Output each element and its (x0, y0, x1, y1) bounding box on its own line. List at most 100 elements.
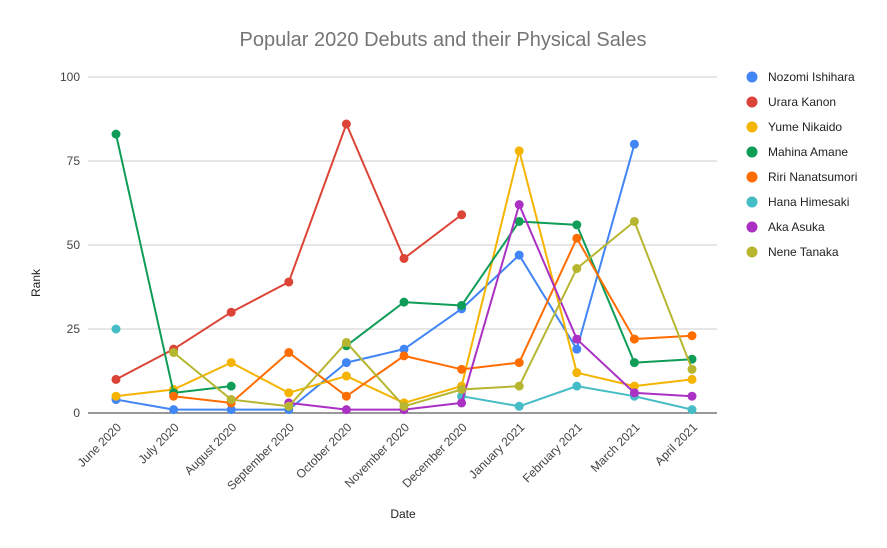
y-tick-label: 100 (60, 70, 80, 84)
data-point (457, 398, 467, 408)
data-point (629, 381, 639, 391)
data-point (514, 250, 524, 260)
data-point (226, 358, 236, 368)
data-point (514, 381, 524, 391)
data-point (687, 364, 697, 374)
legend-label: Urara Kanon (768, 95, 836, 109)
data-point (572, 233, 582, 243)
data-point (341, 371, 351, 381)
legend-label: Mahina Amane (768, 145, 848, 159)
data-point (341, 358, 351, 368)
data-point (399, 351, 409, 361)
y-tick-label: 75 (67, 154, 81, 168)
data-point (687, 405, 697, 415)
data-point (226, 405, 236, 415)
y-axis-ticks: 0 25 50 75 100 (60, 70, 80, 420)
data-point (629, 358, 639, 368)
series-nene-tanaka (169, 216, 697, 411)
data-point (284, 401, 294, 411)
data-point (457, 210, 467, 220)
y-tick-label: 0 (73, 406, 80, 420)
legend-marker (746, 171, 758, 183)
data-point (399, 253, 409, 263)
series-group (111, 119, 697, 415)
y-tick-label: 50 (67, 238, 81, 252)
gridlines (88, 76, 717, 414)
data-point (169, 391, 179, 401)
data-point (284, 348, 294, 358)
series-line (288, 203, 693, 411)
x-tick-label: February 2021 (520, 420, 585, 485)
legend: Nozomi Ishihara Urara Kanon Yume Nikaido Ma… (746, 70, 857, 259)
x-tick-label: April 2021 (652, 420, 700, 468)
data-point (514, 216, 524, 226)
legend-label: Yume Nikaido (768, 120, 842, 134)
data-point (687, 391, 697, 401)
data-point (514, 358, 524, 368)
x-tick-label: August 2020 (182, 420, 240, 478)
data-point (572, 344, 582, 354)
data-point (629, 216, 639, 226)
data-point (687, 374, 697, 384)
data-point (284, 277, 294, 287)
x-tick-label: January 2021 (466, 420, 528, 482)
data-point (687, 331, 697, 341)
x-axis-label: Date (390, 507, 416, 521)
series-line (173, 237, 693, 404)
data-point (111, 324, 121, 334)
legend-marker (746, 121, 758, 133)
data-point (341, 337, 351, 347)
data-point (572, 334, 582, 344)
data-point (169, 405, 179, 415)
data-point (629, 334, 639, 344)
legend-label: Nene Tanaka (768, 245, 839, 259)
data-point (572, 264, 582, 274)
data-point (111, 374, 121, 384)
x-tick-label: June 2020 (75, 420, 125, 470)
data-point (572, 381, 582, 391)
legend-label: Aka Asuka (768, 220, 825, 234)
legend-marker (746, 221, 758, 233)
data-point (514, 146, 524, 156)
data-point (111, 391, 121, 401)
x-tick-label: October 2020 (293, 420, 355, 482)
legend-marker (746, 146, 758, 158)
data-point (457, 384, 467, 394)
series-line (172, 220, 693, 408)
data-point (572, 368, 582, 378)
data-point (226, 307, 236, 317)
legend-label: Hana Himesaki (768, 195, 849, 209)
data-point (457, 300, 467, 310)
data-point (341, 391, 351, 401)
series-urara-kanon (111, 119, 467, 384)
legend-marker (746, 71, 758, 83)
legend-marker (746, 96, 758, 108)
data-point (284, 388, 294, 398)
legend-label: Nozomi Ishihara (768, 70, 855, 84)
legend-label: Riri Nanatsumori (768, 170, 857, 184)
x-tick-label: July 2020 (135, 420, 181, 466)
x-tick-label: March 2021 (588, 420, 643, 475)
data-point (226, 395, 236, 405)
data-point (111, 129, 121, 139)
legend-marker (746, 196, 758, 208)
data-point (399, 297, 409, 307)
data-point (341, 405, 351, 415)
data-point (629, 139, 639, 149)
data-point (341, 119, 351, 129)
data-point (629, 388, 639, 398)
chart-title: Popular 2020 Debuts and their Physical S… (240, 29, 647, 51)
data-point (169, 348, 179, 358)
series-hana-himesaki (111, 324, 697, 415)
series-line (115, 123, 463, 381)
data-point (572, 220, 582, 230)
data-point (457, 364, 467, 374)
y-tick-label: 25 (67, 322, 81, 336)
y-axis-label: Rank (29, 268, 43, 297)
data-point (514, 200, 524, 210)
data-point (226, 381, 236, 391)
data-point (399, 344, 409, 354)
